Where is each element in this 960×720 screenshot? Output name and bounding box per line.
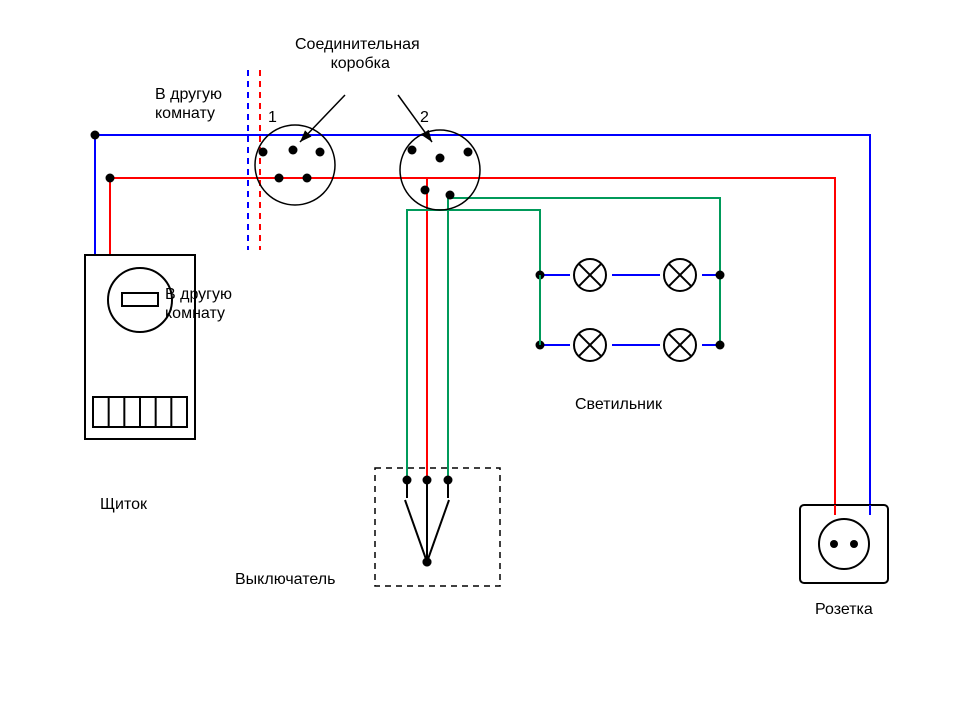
- label-jbox: Соединительная коробка: [295, 35, 420, 73]
- label-to-room-bot: В другую комнату: [165, 285, 232, 323]
- junction-dot: [446, 191, 455, 200]
- junction-dot: [421, 186, 430, 195]
- junction-box: [255, 125, 335, 205]
- junction-dot: [289, 146, 298, 155]
- junction-dot: [316, 148, 325, 157]
- socket-icon: [800, 505, 888, 583]
- junction-dot: [436, 154, 445, 163]
- lamp-icon: [664, 259, 696, 291]
- lamp-icon: [574, 329, 606, 361]
- junction-dot: [408, 146, 417, 155]
- panel-icon: [85, 255, 195, 439]
- junction-dot: [716, 271, 725, 280]
- wire: [95, 135, 870, 520]
- label-to-room-top: В другую комнату: [155, 85, 222, 123]
- junction-dot: [91, 131, 100, 140]
- junction-dot: [303, 174, 312, 183]
- wire: [110, 178, 835, 520]
- switch-icon: [375, 468, 500, 586]
- lamp-icon: [664, 329, 696, 361]
- label-lamp: Светильник: [575, 395, 662, 414]
- junction-dot: [259, 148, 268, 157]
- label-panel: Щиток: [100, 495, 147, 514]
- junction-dot: [464, 148, 473, 157]
- junction-box: [400, 130, 480, 210]
- junction-dot: [106, 174, 115, 183]
- label-socket: Розетка: [815, 600, 873, 619]
- lamp-icon: [574, 259, 606, 291]
- label-jbox-1: 1: [268, 108, 277, 127]
- label-jbox-2: 2: [420, 108, 429, 127]
- junction-dot: [716, 341, 725, 350]
- junction-dot: [275, 174, 284, 183]
- label-switch: Выключатель: [235, 570, 335, 589]
